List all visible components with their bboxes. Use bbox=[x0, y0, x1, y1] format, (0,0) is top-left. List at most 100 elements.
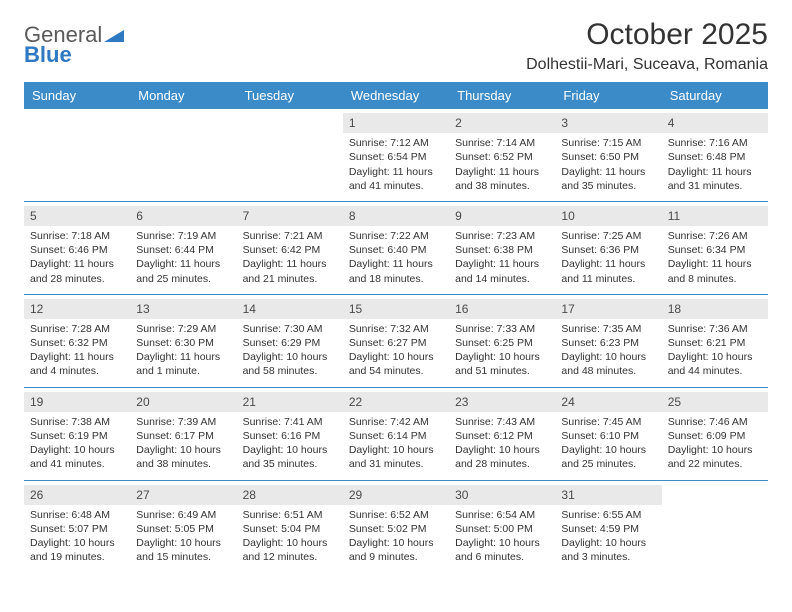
sunrise-line: Sunrise: 7:16 AM bbox=[668, 136, 762, 150]
sunrise-line: Sunrise: 7:32 AM bbox=[349, 322, 443, 336]
daylight-line: Daylight: 11 hours and 1 minute. bbox=[136, 350, 230, 378]
weekday-header: Tuesday bbox=[237, 82, 343, 109]
day-details: Sunrise: 6:54 AMSunset: 5:00 PMDaylight:… bbox=[455, 508, 549, 565]
day-cell: 7Sunrise: 7:21 AMSunset: 6:42 PMDaylight… bbox=[237, 202, 343, 294]
week-row: 26Sunrise: 6:48 AMSunset: 5:07 PMDayligh… bbox=[24, 481, 768, 573]
daylight-line: Daylight: 10 hours and 41 minutes. bbox=[30, 443, 124, 471]
sunrise-line: Sunrise: 6:55 AM bbox=[561, 508, 655, 522]
day-details: Sunrise: 7:28 AMSunset: 6:32 PMDaylight:… bbox=[30, 322, 124, 379]
day-number: 27 bbox=[130, 485, 236, 505]
day-details: Sunrise: 7:30 AMSunset: 6:29 PMDaylight:… bbox=[243, 322, 337, 379]
day-number: 3 bbox=[555, 113, 661, 133]
sunrise-line: Sunrise: 7:42 AM bbox=[349, 415, 443, 429]
sunset-line: Sunset: 6:40 PM bbox=[349, 243, 443, 257]
sunset-line: Sunset: 6:16 PM bbox=[243, 429, 337, 443]
day-cell: 19Sunrise: 7:38 AMSunset: 6:19 PMDayligh… bbox=[24, 388, 130, 480]
daylight-line: Daylight: 10 hours and 22 minutes. bbox=[668, 443, 762, 471]
sunrise-line: Sunrise: 6:51 AM bbox=[243, 508, 337, 522]
day-details: Sunrise: 6:48 AMSunset: 5:07 PMDaylight:… bbox=[30, 508, 124, 565]
logo-triangle-icon bbox=[104, 24, 124, 46]
daylight-line: Daylight: 11 hours and 35 minutes. bbox=[561, 165, 655, 193]
sunrise-line: Sunrise: 7:29 AM bbox=[136, 322, 230, 336]
day-details: Sunrise: 7:43 AMSunset: 6:12 PMDaylight:… bbox=[455, 415, 549, 472]
day-details: Sunrise: 7:22 AMSunset: 6:40 PMDaylight:… bbox=[349, 229, 443, 286]
day-cell: 10 Sunrise: 7:25 AMSunset: 6:36 PMDayligh… bbox=[555, 202, 661, 294]
sunset-line: Sunset: 6:34 PM bbox=[668, 243, 762, 257]
day-number: 16 bbox=[449, 299, 555, 319]
day-number: 30 bbox=[449, 485, 555, 505]
day-cell bbox=[130, 109, 236, 201]
day-number: 2 bbox=[449, 113, 555, 133]
day-details: Sunrise: 7:25 AMSunset: 6:36 PMDaylight:… bbox=[561, 229, 655, 286]
day-cell: 8 Sunrise: 7:22 AMSunset: 6:40 PMDaylight… bbox=[343, 202, 449, 294]
weekday-header: Sunday bbox=[24, 82, 130, 109]
weekday-header: Monday bbox=[130, 82, 236, 109]
day-number: 17 bbox=[555, 299, 661, 319]
day-number: 21 bbox=[237, 392, 343, 412]
sunset-line: Sunset: 6:10 PM bbox=[561, 429, 655, 443]
day-number: 8 bbox=[343, 206, 449, 226]
day-details: Sunrise: 7:16 AMSunset: 6:48 PMDaylight:… bbox=[668, 136, 762, 193]
sunrise-line: Sunrise: 6:49 AM bbox=[136, 508, 230, 522]
day-cell: 3Sunrise: 7:15 AMSunset: 6:50 PMDaylight… bbox=[555, 109, 661, 201]
sunrise-line: Sunrise: 7:38 AM bbox=[30, 415, 124, 429]
sunset-line: Sunset: 6:12 PM bbox=[455, 429, 549, 443]
sunset-line: Sunset: 6:17 PM bbox=[136, 429, 230, 443]
sunset-line: Sunset: 6:25 PM bbox=[455, 336, 549, 350]
daylight-line: Daylight: 10 hours and 19 minutes. bbox=[30, 536, 124, 564]
day-number: 5 bbox=[24, 206, 130, 226]
day-number: 6 bbox=[130, 206, 236, 226]
week-row: 12Sunrise: 7:28 AMSunset: 6:32 PMDayligh… bbox=[24, 295, 768, 388]
sunset-line: Sunset: 6:54 PM bbox=[349, 150, 443, 164]
week-row: 1Sunrise: 7:12 AMSunset: 6:54 PMDaylight… bbox=[24, 109, 768, 202]
day-cell: 23Sunrise: 7:43 AMSunset: 6:12 PMDayligh… bbox=[449, 388, 555, 480]
week-row: 19Sunrise: 7:38 AMSunset: 6:19 PMDayligh… bbox=[24, 388, 768, 481]
day-cell: 4Sunrise: 7:16 AMSunset: 6:48 PMDaylight… bbox=[662, 109, 768, 201]
day-cell: 9 Sunrise: 7:23 AMSunset: 6:38 PMDaylight… bbox=[449, 202, 555, 294]
weekday-header: Friday bbox=[555, 82, 661, 109]
daylight-line: Daylight: 10 hours and 31 minutes. bbox=[349, 443, 443, 471]
day-cell: 21 Sunrise: 7:41 AMSunset: 6:16 PMDayligh… bbox=[237, 388, 343, 480]
sunset-line: Sunset: 5:04 PM bbox=[243, 522, 337, 536]
day-number: 28 bbox=[237, 485, 343, 505]
day-number: 10 bbox=[555, 206, 661, 226]
daylight-line: Daylight: 10 hours and 28 minutes. bbox=[455, 443, 549, 471]
logo: General Blue bbox=[24, 18, 124, 66]
sunrise-line: Sunrise: 7:33 AM bbox=[455, 322, 549, 336]
day-number: 20 bbox=[130, 392, 236, 412]
sunrise-line: Sunrise: 7:14 AM bbox=[455, 136, 549, 150]
sunset-line: Sunset: 6:52 PM bbox=[455, 150, 549, 164]
daylight-line: Daylight: 10 hours and 9 minutes. bbox=[349, 536, 443, 564]
sunrise-line: Sunrise: 7:35 AM bbox=[561, 322, 655, 336]
daylight-line: Daylight: 10 hours and 35 minutes. bbox=[243, 443, 337, 471]
sunrise-line: Sunrise: 7:45 AM bbox=[561, 415, 655, 429]
daylight-line: Daylight: 10 hours and 15 minutes. bbox=[136, 536, 230, 564]
day-cell: 20Sunrise: 7:39 AMSunset: 6:17 PMDayligh… bbox=[130, 388, 236, 480]
sunset-line: Sunset: 6:38 PM bbox=[455, 243, 549, 257]
daylight-line: Daylight: 11 hours and 25 minutes. bbox=[136, 257, 230, 285]
day-details: Sunrise: 7:23 AMSunset: 6:38 PMDaylight:… bbox=[455, 229, 549, 286]
day-details: Sunrise: 7:45 AMSunset: 6:10 PMDaylight:… bbox=[561, 415, 655, 472]
weekday-header: Wednesday bbox=[343, 82, 449, 109]
sunset-line: Sunset: 6:19 PM bbox=[30, 429, 124, 443]
title-block: October 2025 Dolhestii-Mari, Suceava, Ro… bbox=[526, 18, 768, 74]
page-title: October 2025 bbox=[526, 18, 768, 52]
day-number: 24 bbox=[555, 392, 661, 412]
daylight-line: Daylight: 10 hours and 58 minutes. bbox=[243, 350, 337, 378]
day-number: 11 bbox=[662, 206, 768, 226]
day-details: Sunrise: 7:41 AMSunset: 6:16 PMDaylight:… bbox=[243, 415, 337, 472]
daylight-line: Daylight: 11 hours and 21 minutes. bbox=[243, 257, 337, 285]
sunrise-line: Sunrise: 7:25 AM bbox=[561, 229, 655, 243]
day-cell: 25Sunrise: 7:46 AMSunset: 6:09 PMDayligh… bbox=[662, 388, 768, 480]
sunrise-line: Sunrise: 7:28 AM bbox=[30, 322, 124, 336]
day-number: 31 bbox=[555, 485, 661, 505]
day-number: 9 bbox=[449, 206, 555, 226]
day-cell: 12Sunrise: 7:28 AMSunset: 6:32 PMDayligh… bbox=[24, 295, 130, 387]
sunset-line: Sunset: 5:05 PM bbox=[136, 522, 230, 536]
calendar-grid: SundayMondayTuesdayWednesdayThursdayFrid… bbox=[24, 82, 768, 572]
daylight-line: Daylight: 11 hours and 31 minutes. bbox=[668, 165, 762, 193]
sunset-line: Sunset: 5:00 PM bbox=[455, 522, 549, 536]
daylight-line: Daylight: 10 hours and 12 minutes. bbox=[243, 536, 337, 564]
day-details: Sunrise: 7:33 AMSunset: 6:25 PMDaylight:… bbox=[455, 322, 549, 379]
sunset-line: Sunset: 4:59 PM bbox=[561, 522, 655, 536]
